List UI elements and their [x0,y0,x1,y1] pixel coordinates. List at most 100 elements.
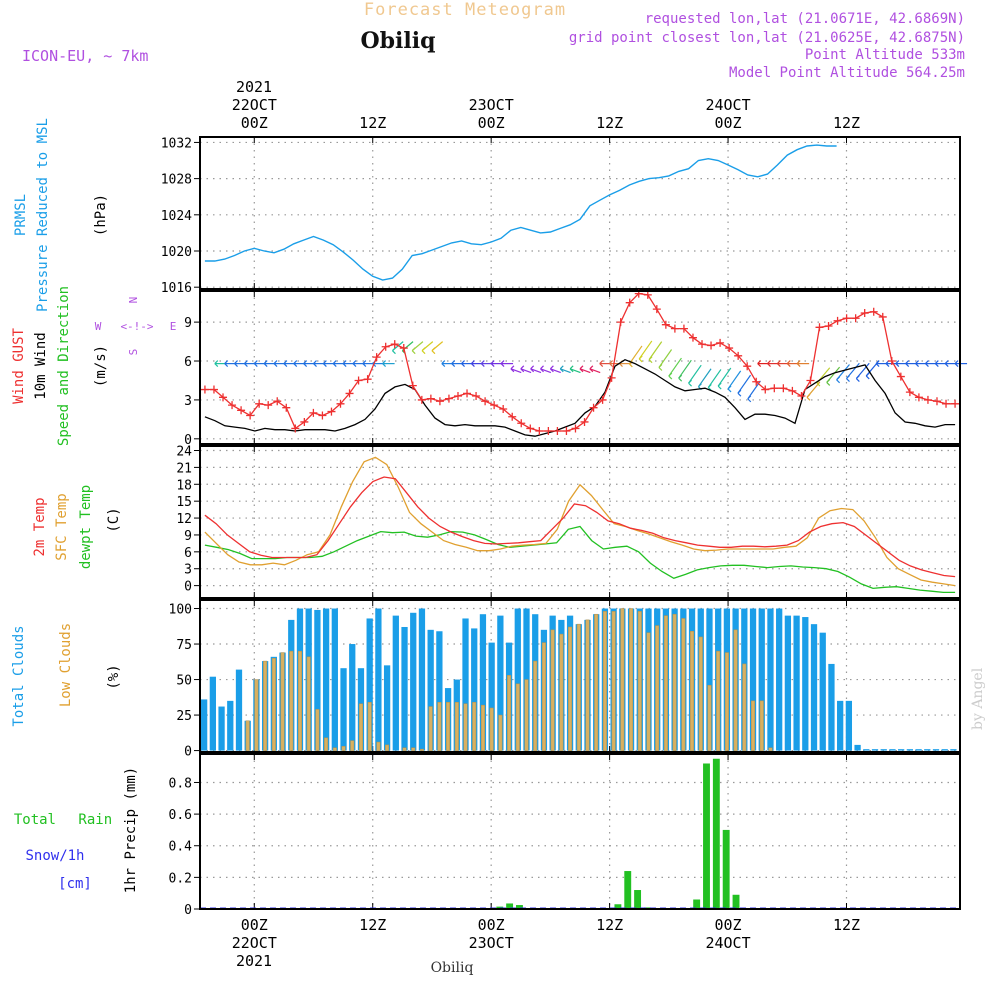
gust-marker [200,385,209,394]
low-cloud-bar [637,611,642,751]
y-tick-label: 3 [184,394,192,409]
wind-barb-head [579,365,584,370]
gust-marker [571,424,580,433]
gust-marker [219,393,228,402]
wind-barb-head [638,355,643,360]
wind-barb-head [530,365,535,370]
rain-label: Total Rain [14,812,112,828]
wind-barb-head [510,368,515,373]
wind-barb-head [441,363,446,368]
gust-marker [761,385,770,394]
wind-barb-head [510,365,515,370]
gust-marker [770,384,779,393]
wind-barb-head [905,360,910,365]
gust-marker [851,314,860,323]
low-cloud-bar [315,709,320,751]
gust-marker [408,381,417,390]
wind-barb-head [619,363,623,368]
gust-marker [860,309,869,318]
gust-marker [878,312,887,321]
low-cloud-bar [533,660,538,751]
y-tick-label: 12 [176,512,192,527]
gust-marker [426,394,435,403]
wind-barb-head [313,360,317,365]
wind-barb-head [826,378,831,383]
wind-barb-head [895,363,900,368]
wind-barb-head [214,363,219,368]
gust-marker [589,403,598,412]
total-cloud-bar [932,749,940,751]
low-cloud-bar [541,642,546,751]
wind-barb-head [836,379,841,384]
wind-barb-head [846,378,850,382]
wind-barb [658,349,673,368]
gust-marker [372,353,381,362]
y-tick-label: 18 [176,478,192,493]
total-cloud-bar [941,749,948,751]
snow-unit: [cm] [58,876,92,892]
wind-barb-head [707,384,712,388]
wind-barb-head [352,363,357,368]
y-tick-label: 0.6 [169,808,192,823]
wind-barb-head [865,375,870,380]
gust-marker [788,386,797,395]
wind-barb-head [698,383,702,388]
rain-bar [712,758,720,909]
y-tick-label: 0 [184,745,192,760]
rain-bar [732,894,740,909]
wind-barb-head [480,360,485,365]
gust-markers [200,289,960,436]
wind-barb-head [441,360,446,365]
time-label-date: 23OCT [469,96,514,114]
total-cloud-bar [915,749,922,751]
gust-marker [616,318,625,327]
time-label-hour: 12Z [359,916,386,934]
wind-barb-head [875,360,880,365]
wind-barb-head [776,360,781,365]
closest-coords: grid point closest lon,lat (21.0625E, 42… [569,30,965,46]
wind-barb-head [767,363,771,368]
wind-barb-head [855,375,860,379]
wind-barbs [214,340,968,403]
wind-barb-head [786,360,791,365]
low-cloud-bar [358,703,363,751]
total-cloud-bar [863,749,870,751]
gust-marker [336,399,345,408]
total-cloud-bar [479,614,487,751]
wind-barb-head [253,363,258,368]
wind-barb-head [895,360,900,365]
gust-marker [481,397,490,406]
wind-barb-head [322,363,327,368]
temp-unit: (C) [106,507,122,532]
wind-barb-head [224,360,229,365]
wind-barb [707,369,722,388]
wind-barb-head [480,363,485,368]
gust-marker [390,340,399,349]
low-cloud-bar [690,631,695,751]
total-cloud-bar [880,749,887,751]
wind-barb-head [668,375,673,380]
low-cloud-bar [602,611,607,751]
low-cloud-bar [646,632,651,751]
gust-marker [824,322,833,331]
wind-barb-head [599,360,604,365]
rain-bar [722,829,730,909]
low-cloud-bar [245,720,250,751]
wind-barb-head [520,365,525,370]
total-cloud-bar [706,608,713,751]
wind-barb-head [836,376,841,381]
gust-marker [869,307,878,316]
wind-barb-head [234,363,238,368]
time-label-date: 23OCT [469,934,514,952]
total-cloud-bar [418,608,426,751]
wind-barb-head [362,363,367,368]
total-cloud-bar [924,749,931,751]
low-cloud-bar [263,660,268,751]
wind-barb-head [589,368,594,373]
wind-barb-head [303,360,308,365]
gust-marker [643,290,652,299]
wind-barb-head [776,363,781,368]
total-cloud-bar [349,644,356,751]
gust-marker [246,411,255,420]
total-cloud-bar [375,608,382,751]
